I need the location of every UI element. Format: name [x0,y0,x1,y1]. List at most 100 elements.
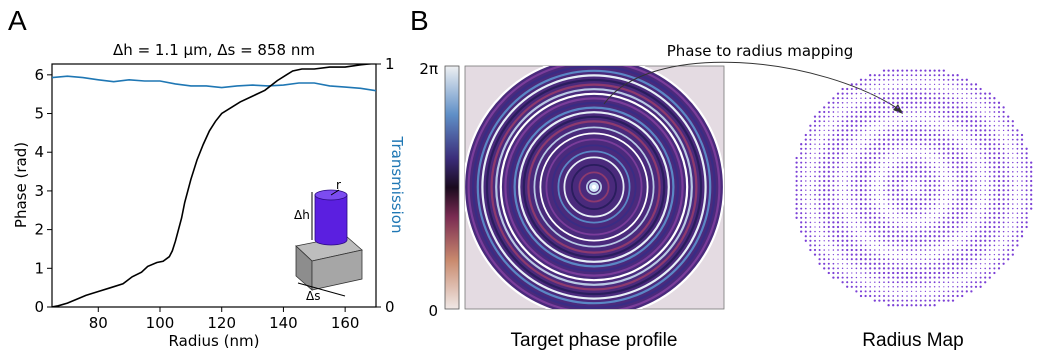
radius-map-dot [864,179,867,183]
radius-map-dot [910,198,913,201]
radius-map-dot [878,267,881,270]
radius-map-dot [984,92,987,95]
radius-map-dot [938,290,940,293]
radius-map-dot [818,161,821,164]
radius-map-caption: Radius Map [862,330,963,351]
radius-map-dot [906,180,908,182]
radius-map-dot [887,161,890,164]
radius-map-dot [984,138,987,141]
radius-map-dot [1016,147,1019,150]
radius-map-dot [846,129,849,132]
radius-map-dot [882,143,886,146]
radius-map-dot [859,262,863,265]
y2-ticks: 01 [376,55,395,316]
radius-map-dot [933,111,936,113]
radius-map-dot [938,267,941,270]
radius-map-dot [883,207,885,210]
radius-map-dot [851,157,853,159]
radius-map-dot [979,133,982,137]
radius-map-dot [933,133,936,137]
radius-map-dot [892,217,894,219]
radius-map-dot [795,179,798,183]
radius-map-dot [813,244,817,247]
radius-map-dot [850,198,853,201]
radius-map-dot [915,97,918,100]
radius-map-dot [965,285,968,288]
radius-map-dot [809,244,812,247]
radius-map-dot [841,281,844,284]
radius-map-dot [832,239,835,242]
radius-map-dot [956,285,959,288]
radius-map-dot [869,134,871,136]
radius-map-dot [1021,198,1023,201]
radius-map-dot [887,179,890,183]
radius-map-dot [1007,179,1010,183]
radius-map-dot [860,281,862,283]
radius-map-dot [878,207,881,210]
radius-map-dot [832,262,835,265]
radius-map-dot [915,157,918,159]
radius-map-dot [814,180,816,182]
radius-map-dot [814,157,816,159]
radius-map-dot [873,290,876,293]
radius-map-dot [956,221,959,224]
radius-map-dot [841,225,844,229]
radius-map-dot [827,198,830,201]
radius-map-dot [1020,133,1024,137]
radius-map-dot [851,267,853,270]
radius-map-dot [915,88,918,90]
radius-map-dot [836,92,840,95]
radius-map-dot [906,83,908,86]
radius-map-dot [1030,202,1033,206]
radius-map-dot [869,221,872,224]
radius-map-dot [965,152,968,155]
radius-map-dot [887,184,890,187]
radius-map-dot [846,263,848,265]
radius-map-dot [873,143,876,146]
radius-map-dot [887,74,890,77]
radius-map-dot [878,184,881,187]
radius-map-dot [850,166,853,169]
radius-map-dot [809,147,812,150]
radius-map-dot [947,249,950,251]
radius-map-dot [873,294,876,298]
radius-map-dot [943,125,945,127]
radius-map-dot [947,88,950,90]
radius-map-dot [919,295,922,297]
radius-map-dot [855,290,858,293]
radius-map-dot [942,78,945,81]
radius-map-dot [975,170,977,173]
radius-map-dot [869,267,872,270]
radius-map-dot [965,281,968,284]
radius-map-dot [952,129,954,132]
radius-map-dot [1025,180,1028,182]
radius-map-dot [984,152,987,155]
radius-map-dot [1016,184,1019,187]
radius-map-dot [873,267,876,270]
radius-map-dot [869,74,872,77]
radius-map-dot [975,175,977,178]
radius-map-dot [952,170,954,173]
radius-map-dot [943,290,945,293]
radius-map-dot [947,147,950,150]
radius-map-dot [855,161,858,164]
radius-map-dot [933,281,936,284]
radius-map-dot [800,175,803,178]
radius-map-dot [823,226,826,228]
radius-map-dot [814,134,816,136]
radius-map-dot [813,253,817,256]
radius-map-dot [851,226,853,228]
radius-map-dot [915,249,918,251]
radius-map-dot [910,304,913,307]
radius-map-dot [993,143,996,146]
radius-map-dot [984,166,987,169]
radius-map-dot [846,194,848,196]
radius-map-dot [961,83,964,86]
radius-map-dot [860,92,862,95]
radius-map-dot [873,134,876,136]
radius-map-dot [1007,157,1010,159]
radius-map-dot [859,202,863,206]
radius-map-dot [970,143,973,145]
radius-map-dot [855,193,858,196]
radius-map-dot [809,226,812,228]
